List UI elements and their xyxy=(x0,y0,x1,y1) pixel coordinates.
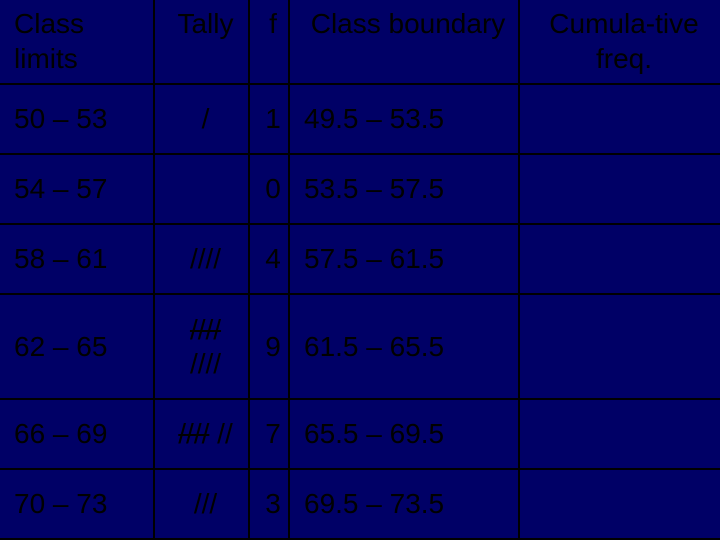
table-cell-cumfreq xyxy=(520,400,720,470)
table-cell-cumfreq xyxy=(520,225,720,295)
header-class-boundary: Class boundary xyxy=(290,0,520,85)
table-cell-boundary: 61.5 – 65.5 xyxy=(290,295,520,400)
header-f: f xyxy=(250,0,290,85)
table-cell-boundary: 53.5 – 57.5 xyxy=(290,155,520,225)
table-cell-boundary: 57.5 – 61.5 xyxy=(290,225,520,295)
table-cell-tally: //// //// xyxy=(155,295,250,400)
table-cell-f: 4 xyxy=(250,225,290,295)
table-cell-limits: 62 – 65 xyxy=(0,295,155,400)
header-cumulative-freq: Cumula-tive freq. xyxy=(520,0,720,85)
table-cell-limits: 66 – 69 xyxy=(0,400,155,470)
table-cell-tally xyxy=(155,155,250,225)
table-cell-cumfreq xyxy=(520,295,720,400)
table-cell-cumfreq xyxy=(520,85,720,155)
table-cell-f: 1 xyxy=(250,85,290,155)
header-tally: Tally xyxy=(155,0,250,85)
table-cell-f: 0 xyxy=(250,155,290,225)
table-cell-cumfreq xyxy=(520,155,720,225)
table-cell-cumfreq xyxy=(520,470,720,540)
table-cell-tally: / xyxy=(155,85,250,155)
table-cell-f: 9 xyxy=(250,295,290,400)
header-class-limits: Class limits xyxy=(0,0,155,85)
table-cell-tally: //// // xyxy=(155,400,250,470)
table-cell-tally: //// xyxy=(155,225,250,295)
table-cell-boundary: 65.5 – 69.5 xyxy=(290,400,520,470)
table-cell-limits: 54 – 57 xyxy=(0,155,155,225)
table-cell-f: 7 xyxy=(250,400,290,470)
frequency-table: Class limits Tally f Class boundary Cumu… xyxy=(0,0,720,540)
table-cell-limits: 50 – 53 xyxy=(0,85,155,155)
table-cell-tally: /// xyxy=(155,470,250,540)
table-cell-boundary: 49.5 – 53.5 xyxy=(290,85,520,155)
table-cell-boundary: 69.5 – 73.5 xyxy=(290,470,520,540)
table-cell-limits: 58 – 61 xyxy=(0,225,155,295)
table-cell-limits: 70 – 73 xyxy=(0,470,155,540)
table-cell-f: 3 xyxy=(250,470,290,540)
